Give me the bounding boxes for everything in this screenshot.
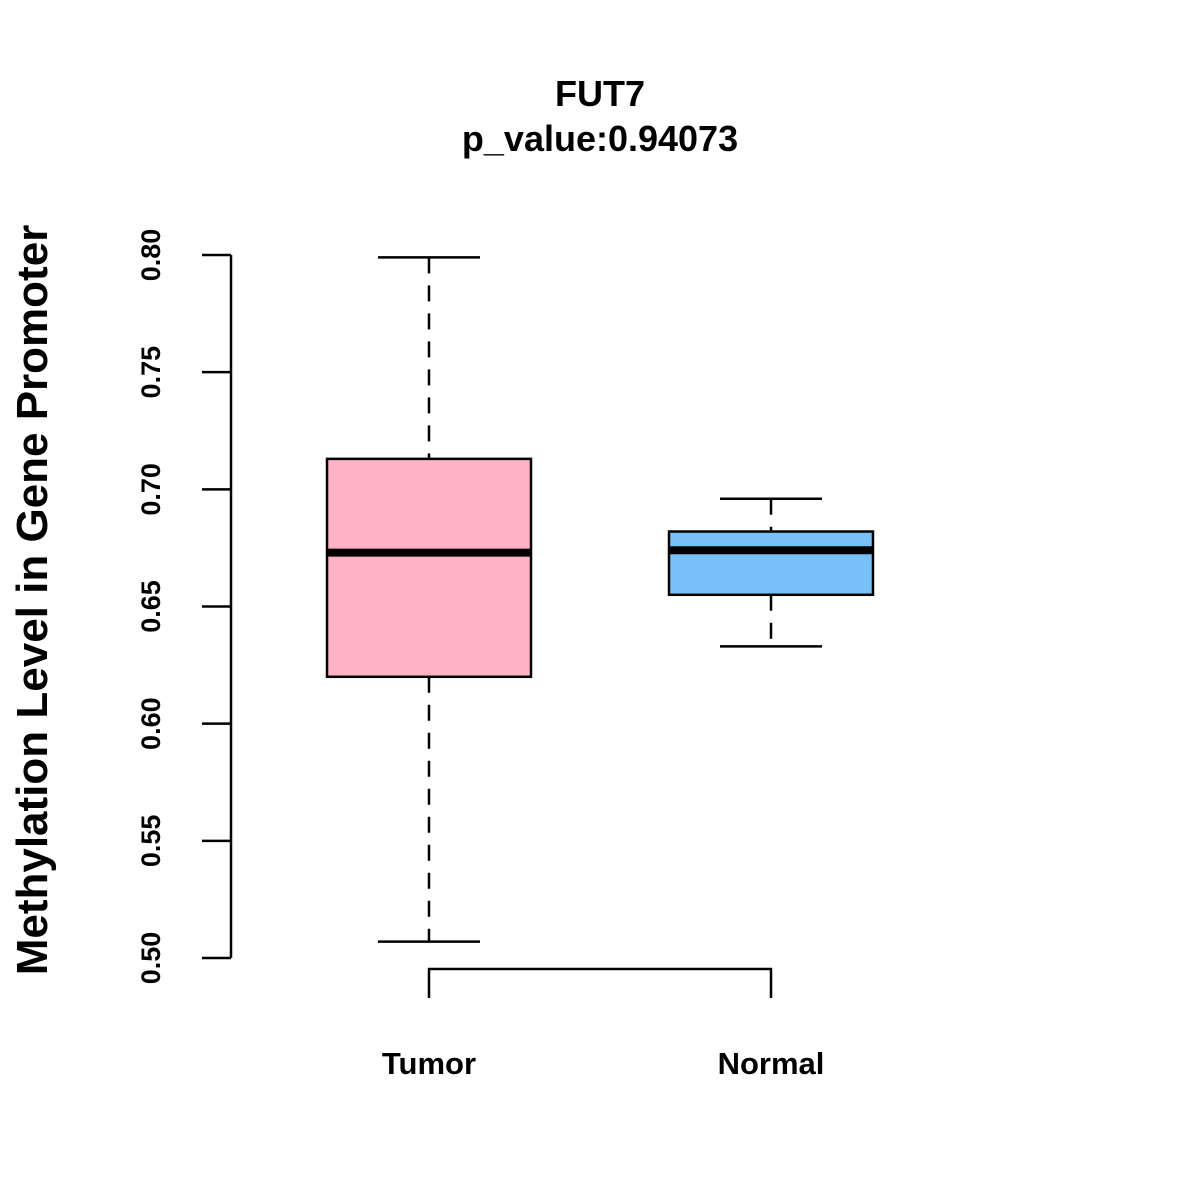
iqr-box xyxy=(325,457,533,679)
y-tick-label: 0.60 xyxy=(136,697,166,750)
y-tick-label: 0.75 xyxy=(136,346,166,399)
x-tick-label-normal: Normal xyxy=(718,1046,825,1081)
y-tick-label: 0.80 xyxy=(136,229,166,282)
comparison-bracket xyxy=(427,967,773,998)
chart-subtitle: p_value:0.94073 xyxy=(462,118,738,159)
y-tick-label: 0.65 xyxy=(136,580,166,633)
y-axis-label: Methylation Level in Gene Promoter xyxy=(8,225,57,976)
bracket-line xyxy=(427,967,773,998)
x-tick-label-tumor: Tumor xyxy=(382,1046,476,1081)
x-axis-labels: Tumor Normal xyxy=(382,1046,824,1081)
box-normal xyxy=(667,497,875,648)
box-group xyxy=(325,256,875,943)
y-axis: 0.50 0.55 0.60 0.65 0.70 0.75 0.80 xyxy=(136,229,233,985)
box-tumor xyxy=(325,256,533,943)
y-tick-label: 0.55 xyxy=(136,815,166,868)
iqr-box xyxy=(667,530,875,597)
y-tick-label: 0.50 xyxy=(136,932,166,985)
y-tick-label: 0.70 xyxy=(136,463,166,516)
chart-title: FUT7 xyxy=(555,73,645,114)
